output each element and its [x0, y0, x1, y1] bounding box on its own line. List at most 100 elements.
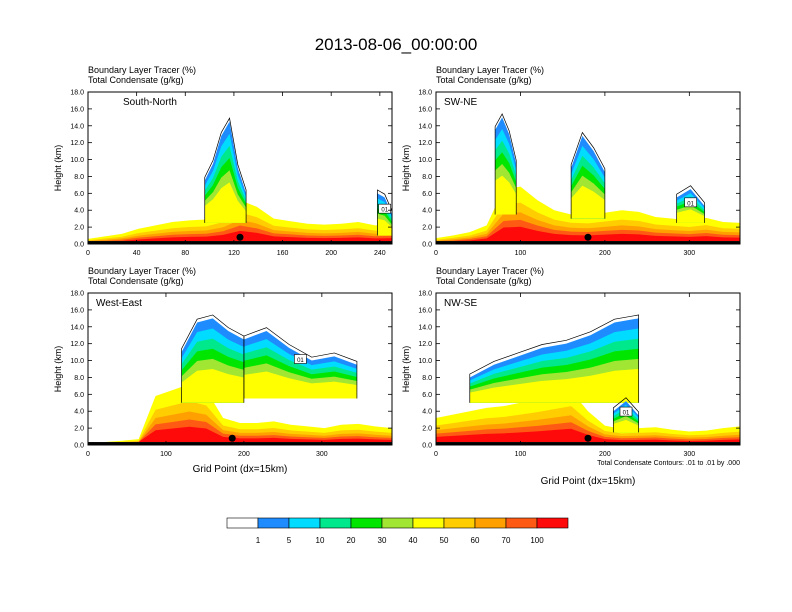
panel-frame — [435, 292, 741, 446]
y-tick-label: 2.0 — [422, 426, 432, 433]
panel-frame — [87, 91, 393, 245]
colorbar-swatch — [257, 517, 290, 529]
x-tick-label: 0 — [434, 250, 438, 257]
x-tick-label: 300 — [683, 451, 695, 458]
y-tick-label: 18.0 — [418, 291, 432, 298]
x-axis-label: Grid Point (dx=15km) — [541, 476, 636, 487]
x-tick-label: 100 — [515, 451, 527, 458]
y-tick-label: 6.0 — [422, 392, 432, 399]
colorbar-swatch — [350, 517, 383, 529]
contour-label: 01 — [297, 358, 304, 364]
panel-sw-ne: Boundary Layer Tracer (%)Total Condensat… — [401, 65, 741, 257]
x-tick-label: 200 — [325, 250, 337, 257]
x-tick-label: 40 — [133, 250, 141, 257]
y-tick-label: 18.0 — [70, 291, 84, 298]
y-tick-label: 16.0 — [70, 307, 84, 314]
x-tick-label: 300 — [316, 451, 328, 458]
y-tick-label: 10.0 — [70, 157, 84, 164]
condensate-contour — [612, 397, 640, 433]
panel-subtitle: Total Condensate (g/kg) — [88, 75, 184, 85]
y-tick-label: 14.0 — [418, 324, 432, 331]
plume-layer — [204, 182, 247, 223]
y-tick-label: 12.0 — [70, 341, 84, 348]
colorbar-label: 100 — [530, 536, 544, 545]
panel-body: 01 — [436, 92, 740, 244]
colorbar-label: 30 — [378, 536, 387, 545]
section-label: West-East — [96, 298, 142, 309]
contour-label-box — [378, 203, 392, 214]
x-tick-label: 120 — [228, 250, 240, 257]
plume-layer — [571, 185, 605, 219]
x-tick-label: 0 — [86, 250, 90, 257]
y-tick-label: 12.0 — [418, 140, 432, 147]
colorbar-swatch — [474, 517, 507, 529]
y-axis-label: Height (km) — [53, 346, 63, 393]
plume-layer — [469, 369, 639, 403]
colorbar-swatch — [443, 517, 476, 529]
y-axis-label: Height (km) — [401, 346, 411, 393]
colorbar-label: 5 — [287, 536, 292, 545]
x-tick-label: 240 — [374, 250, 386, 257]
x-tick-label: 100 — [160, 451, 172, 458]
section-label: South-North — [123, 97, 177, 108]
panel-subtitle: Boundary Layer Tracer (%) — [436, 65, 544, 75]
condensate-contour — [243, 327, 358, 399]
panel-frame — [435, 91, 741, 245]
y-axis-label: Height (km) — [53, 145, 63, 192]
condensate-contour — [494, 113, 517, 215]
x-tick-label: 0 — [434, 451, 438, 458]
x-tick-label: 300 — [683, 250, 695, 257]
x-tick-label: 200 — [599, 451, 611, 458]
y-tick-label: 16.0 — [418, 106, 432, 113]
terrain-base — [88, 442, 392, 445]
plume-layer — [495, 175, 517, 215]
colorbar-label: 70 — [502, 536, 511, 545]
colorbar-swatch — [226, 517, 259, 529]
y-tick-label: 10.0 — [418, 358, 432, 365]
y-tick-label: 0.0 — [74, 443, 84, 450]
location-marker — [584, 233, 592, 241]
plume-layer — [377, 218, 392, 236]
colorbar: 1 5 10 20 30 40 50 60 70 100 — [226, 517, 569, 545]
y-tick-label: 16.0 — [418, 307, 432, 314]
plume-layer — [613, 419, 639, 433]
y-tick-label: 8.0 — [422, 174, 432, 181]
terrain-base — [88, 241, 392, 244]
panel-subtitle: Boundary Layer Tracer (%) — [88, 266, 196, 276]
location-marker — [228, 434, 236, 442]
contour-label-box — [294, 354, 307, 364]
colorbar-swatch — [412, 517, 445, 529]
plume-layer — [181, 369, 244, 403]
colorbar-label: 20 — [347, 536, 356, 545]
y-tick-label: 8.0 — [74, 174, 84, 181]
x-tick-label: 200 — [599, 250, 611, 257]
x-tick-label: 160 — [277, 250, 289, 257]
colorbar-label: 1 — [256, 536, 261, 545]
condensate-contour — [377, 189, 392, 236]
panel-body: 01 — [88, 293, 392, 445]
colorbar-swatch — [319, 517, 352, 529]
location-marker — [236, 233, 244, 241]
contour-footnote: Total Condensate Contours: .01 to .01 by… — [597, 460, 740, 467]
colorbar-label: 50 — [440, 536, 449, 545]
panel-frame — [87, 292, 393, 446]
panel-south-north: Boundary Layer Tracer (%)Total Condensat… — [53, 65, 393, 257]
colorbar-swatch — [505, 517, 538, 529]
colorbar-label: 60 — [471, 536, 480, 545]
panel-subtitle: Boundary Layer Tracer (%) — [436, 266, 544, 276]
panel-subtitle: Total Condensate (g/kg) — [88, 276, 184, 286]
y-tick-label: 12.0 — [70, 140, 84, 147]
section-label: SW-NE — [444, 97, 477, 108]
y-tick-label: 12.0 — [418, 341, 432, 348]
y-tick-label: 8.0 — [422, 375, 432, 382]
panel-body: 01 — [436, 293, 740, 445]
y-tick-label: 14.0 — [70, 324, 84, 331]
colorbar-swatch — [288, 517, 321, 529]
condensate-contour — [570, 131, 606, 219]
y-tick-label: 0.0 — [422, 242, 432, 249]
panel-nw-se: Boundary Layer Tracer (%) Total Condensat… — [401, 266, 741, 487]
figure-title: 2013-08-06_00:00:00 — [315, 35, 478, 54]
y-tick-label: 0.0 — [74, 242, 84, 249]
tracer-layer — [88, 426, 392, 443]
contour-label-box — [684, 197, 697, 208]
